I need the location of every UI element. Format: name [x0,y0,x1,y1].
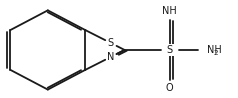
Text: NH: NH [207,45,221,55]
Text: S: S [167,45,173,55]
Text: NH: NH [162,6,177,16]
Text: N: N [107,52,114,62]
Text: O: O [166,83,174,93]
Text: 2: 2 [214,50,218,56]
Text: S: S [108,38,114,48]
